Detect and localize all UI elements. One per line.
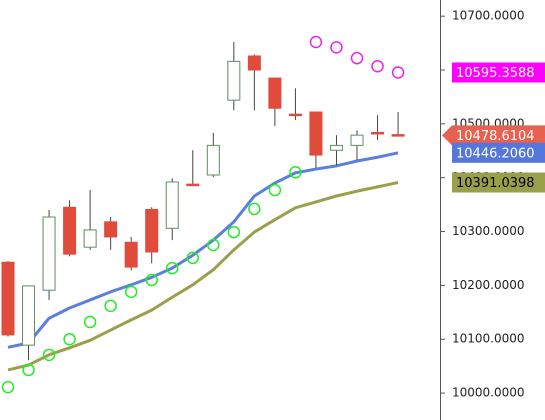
- candle-body: [371, 131, 385, 135]
- moving-average: [7, 151, 399, 349]
- moving-average: [7, 181, 399, 372]
- candle-body: [288, 113, 302, 117]
- sar-dot: [350, 51, 364, 65]
- price-label: 10446.2060: [456, 146, 535, 161]
- sar-dot: [309, 35, 323, 49]
- sar-dot: [289, 166, 302, 179]
- sar-dot: [248, 202, 261, 216]
- candle-body: [63, 206, 77, 255]
- candle-body: [22, 285, 36, 346]
- price-label-box: [452, 62, 545, 83]
- y-tick-label: 10100.0000: [452, 332, 525, 346]
- price-label: 10391.0398: [456, 176, 535, 191]
- sar-dot: [165, 261, 179, 275]
- candle-body: [227, 60, 241, 101]
- y-tick-label: 10700.0000: [452, 9, 525, 23]
- sar-dot: [330, 41, 343, 54]
- candle-body: [268, 77, 282, 109]
- y-tick-label: 10000.0000: [452, 386, 525, 400]
- candle-body: [83, 229, 97, 248]
- candle-body: [145, 208, 159, 253]
- candle-body: [309, 111, 323, 156]
- sar-dot: [371, 59, 384, 73]
- price-label-box: [452, 142, 545, 163]
- sar-dot: [104, 299, 117, 313]
- price-label-box: [442, 125, 545, 146]
- price-label: 10478.6104: [456, 129, 535, 144]
- price-label-box: [452, 172, 545, 193]
- sar-dot: [207, 238, 220, 252]
- candle-body: [165, 181, 179, 229]
- y-tick-label: 10200.0000: [452, 278, 525, 292]
- candle-body: [329, 144, 343, 151]
- sar-dot: [145, 273, 158, 287]
- candle-body: [391, 134, 405, 137]
- candle-body: [247, 55, 261, 71]
- sar-dot: [186, 251, 200, 265]
- y-tick-label: 10300.0000: [452, 224, 525, 238]
- candle-body: [1, 261, 15, 336]
- candle-body: [206, 144, 220, 176]
- sar-dot: [124, 285, 138, 299]
- candle-body: [124, 241, 138, 268]
- sar-dot: [63, 332, 76, 346]
- sar-dot: [227, 225, 241, 239]
- sar-dot: [1, 380, 15, 394]
- sar-dot: [83, 315, 97, 329]
- sar-dot: [268, 183, 282, 197]
- price-label: 10595.3588: [456, 66, 535, 81]
- candle-body: [186, 183, 200, 187]
- sar-dot: [42, 348, 56, 362]
- candle-body: [42, 216, 56, 291]
- sar-dot: [22, 363, 35, 377]
- sar-dot: [391, 66, 405, 79]
- candle-body: [350, 134, 364, 146]
- candle-body: [104, 221, 118, 238]
